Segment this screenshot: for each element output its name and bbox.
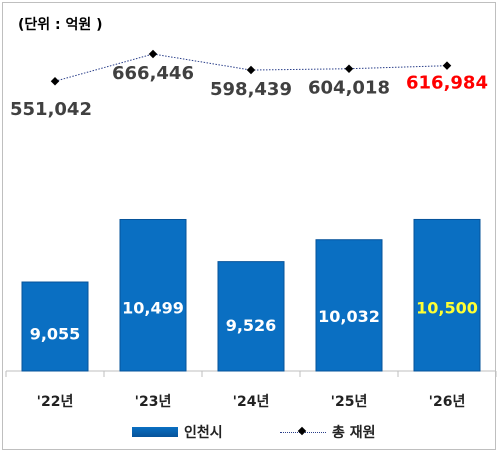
total-marker [442, 61, 452, 70]
x-tick-label: '25년 [331, 394, 368, 410]
unit-label: (단위 : 억원 ) [18, 17, 103, 33]
total-value-label: 616,984 [406, 73, 488, 94]
legend-item-total: 총 재원 [280, 422, 376, 442]
legend-line-swatch [280, 426, 326, 438]
total-marker [148, 49, 158, 59]
legend-label-total: 총 재원 [332, 425, 376, 441]
bar [413, 218, 481, 372]
data-labels: 9,055 '22년 10,499 '23년 9,526 '24년 10,032 '25년 10… [10, 63, 488, 410]
total-marker [50, 76, 60, 86]
total-value-label: 666,446 [112, 63, 194, 84]
bar-series-incheon [21, 218, 481, 372]
x-tick-label: '24년 [233, 394, 270, 410]
legend-item-incheon: 인천시 [132, 422, 223, 442]
total-value-label: 551,042 [10, 99, 92, 120]
chart-frame [2, 2, 496, 450]
x-tick-label: '26년 [429, 394, 466, 410]
bar [21, 281, 89, 372]
bar-value-label: 10,499 [122, 298, 184, 317]
total-marker [344, 64, 354, 73]
bar [119, 218, 187, 372]
legend: 인천시 총 재원 [0, 420, 499, 444]
bar-value-label: 9,526 [226, 316, 277, 335]
legend-label-incheon: 인천시 [184, 425, 223, 441]
legend-bar-swatch [132, 427, 178, 437]
bar-value-label: 10,032 [318, 307, 380, 326]
bar-value-label: 10,500 [416, 298, 478, 317]
total-marker [246, 65, 256, 75]
total-value-label: 604,018 [308, 78, 390, 99]
bar-value-label: 9,055 [30, 325, 81, 344]
bar [217, 261, 285, 372]
x-tick-label: '22년 [37, 394, 74, 410]
x-tick-label: '23년 [135, 394, 172, 410]
bar [315, 239, 383, 372]
total-value-label: 598,439 [210, 79, 292, 100]
x-axis [5, 370, 497, 377]
